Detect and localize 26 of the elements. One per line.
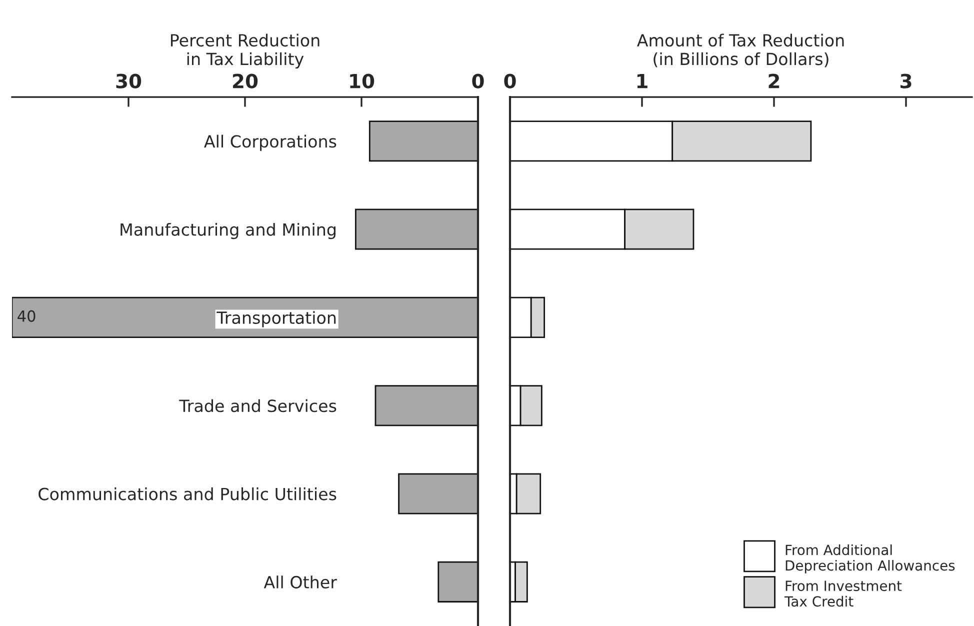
bar: [398, 473, 478, 514]
x-tick-label: 0: [472, 74, 484, 88]
x-tick-label: 2: [768, 74, 780, 88]
legend-label: From Additional Depreciation Allowances: [786, 544, 955, 574]
category-label: Communications and Public Utilities: [38, 487, 336, 500]
x-axis-title: Amount of Tax Reduction (in Billions of Dollars): [636, 34, 844, 68]
category-label: Trade and Services: [179, 399, 336, 412]
category-label: Transportation: [216, 311, 336, 328]
category-label: Manufacturing and Mining: [120, 222, 336, 240]
x-tick-label: 0: [504, 74, 516, 88]
x-tick-label: 10: [350, 74, 374, 88]
bar: [374, 385, 478, 426]
category-label: All Corporations: [204, 134, 336, 151]
x-tick-label: 30: [116, 74, 142, 88]
bar: [368, 120, 478, 162]
bar: [12, 296, 478, 338]
category-label: All Other: [264, 576, 337, 588]
bar: [438, 561, 478, 602]
data-label: 40: [18, 310, 36, 322]
x-axis-title: Percent Reduction in Tax Liability: [170, 34, 320, 68]
bar: [514, 561, 528, 602]
x-tick-label: 1: [637, 74, 648, 88]
bar: [354, 208, 478, 250]
x-tick-label: 3: [900, 74, 912, 88]
legend-label: From Investment Tax Credit: [784, 580, 902, 607]
x-tick-label: 20: [233, 74, 258, 88]
